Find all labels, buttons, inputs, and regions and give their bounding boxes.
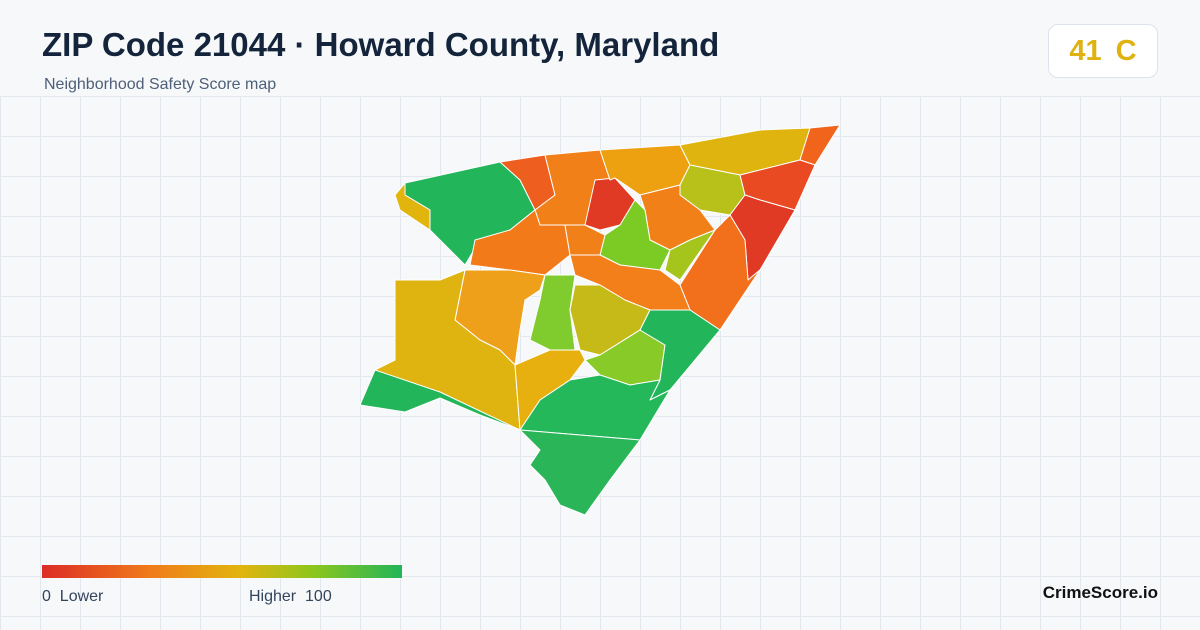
brand: CrimeScore.io	[1042, 583, 1158, 602]
area	[359, 369, 521, 431]
score: 41	[1069, 34, 1102, 67]
area	[519, 374, 671, 441]
legend-min: 0	[42, 588, 51, 605]
area	[664, 229, 716, 281]
legend-low: 0 Lower	[42, 588, 103, 606]
subtitle: Neighborhood Safety Score map	[44, 76, 277, 93]
legend-max-label: Higher	[249, 588, 297, 605]
legend-high: Higher 100	[249, 588, 332, 606]
area	[394, 182, 431, 231]
legend-min-label: Lower	[59, 588, 104, 605]
score-badge: 41 C	[1048, 24, 1158, 78]
area	[519, 429, 641, 516]
area	[564, 224, 606, 256]
legend-gradient	[42, 565, 402, 578]
legend-max: 100	[305, 588, 332, 605]
title: ZIP Code 21044 · Howard County, Maryland	[42, 26, 720, 63]
grade: C	[1115, 34, 1137, 67]
